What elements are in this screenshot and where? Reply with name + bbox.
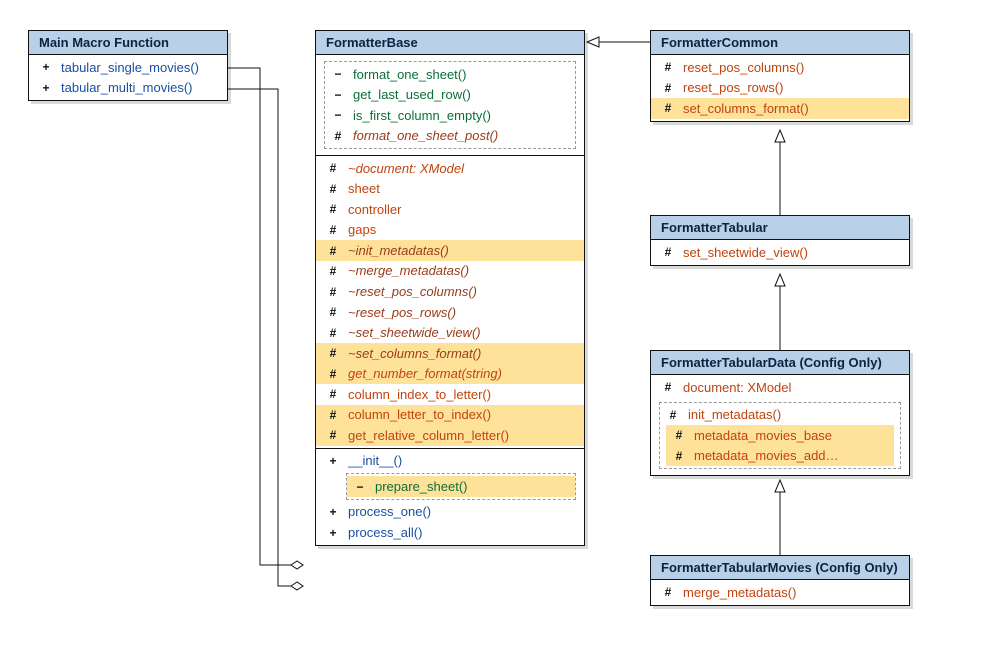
class-section: −format_one_sheet() −get_last_used_row()… <box>316 55 584 156</box>
member-row: #merge_metadatas() <box>651 582 909 603</box>
class-section: #set_sheetwide_view() <box>651 240 909 265</box>
diagram-canvas: Main Macro Function +tabular_single_movi… <box>0 0 1000 650</box>
member-row: #~reset_pos_columns() <box>316 281 584 302</box>
class-section: #merge_metadatas() <box>651 580 909 605</box>
class-title: Main Macro Function <box>29 31 227 55</box>
dashed-group: −format_one_sheet() −get_last_used_row()… <box>324 61 576 149</box>
member-row: +process_all() <box>316 522 584 543</box>
member-row: −format_one_sheet() <box>325 64 575 85</box>
member-row: +tabular_multi_movies() <box>29 78 227 99</box>
dashed-group: −prepare_sheet() <box>346 473 576 500</box>
member-row: #metadata_movies_add… <box>666 446 894 467</box>
class-section: +__init__() −prepare_sheet() +process_on… <box>316 449 584 545</box>
class-formatter-tabular: FormatterTabular #set_sheetwide_view() <box>650 215 910 266</box>
member-row: #set_sheetwide_view() <box>651 242 909 263</box>
member-row: #~set_columns_format() <box>316 343 584 364</box>
class-formatter-base: FormatterBase −format_one_sheet() −get_l… <box>315 30 585 546</box>
class-section: #~document: XModel #sheet #controller #g… <box>316 156 584 449</box>
class-title: FormatterBase <box>316 31 584 55</box>
member-row: −is_first_column_empty() <box>325 105 575 126</box>
class-formatter-tabular-data: FormatterTabularData (Config Only) #docu… <box>650 350 910 476</box>
member-row: #~reset_pos_rows() <box>316 302 584 323</box>
class-main-macro: Main Macro Function +tabular_single_movi… <box>28 30 228 101</box>
class-formatter-common: FormatterCommon #reset_pos_columns() #re… <box>650 30 910 122</box>
member-row: #get_relative_column_letter() <box>316 425 584 446</box>
member-row: #sheet <box>316 179 584 200</box>
member-row: #format_one_sheet_post() <box>325 126 575 147</box>
member-row: #column_index_to_letter() <box>316 384 584 405</box>
member-row: −get_last_used_row() <box>325 85 575 106</box>
class-title: FormatterCommon <box>651 31 909 55</box>
member-row: #reset_pos_rows() <box>651 78 909 99</box>
member-row: #set_columns_format() <box>651 98 909 119</box>
member-row: #init_metadatas() <box>660 405 900 426</box>
member-row: +tabular_single_movies() <box>29 57 227 78</box>
member-row: #~init_metadatas() <box>316 240 584 261</box>
class-title: FormatterTabularData (Config Only) <box>651 351 909 375</box>
member-row: #~document: XModel <box>316 158 584 179</box>
member-row: #~set_sheetwide_view() <box>316 323 584 344</box>
member-row: #gaps <box>316 220 584 241</box>
class-title: FormatterTabularMovies (Config Only) <box>651 556 909 580</box>
member-row: #controller <box>316 199 584 220</box>
member-row: #metadata_movies_base <box>666 425 894 446</box>
member-row: #column_letter_to_index() <box>316 405 584 426</box>
class-formatter-tabular-movies: FormatterTabularMovies (Config Only) #me… <box>650 555 910 606</box>
class-section: #document: XModel #init_metadatas() #met… <box>651 375 909 475</box>
class-title: FormatterTabular <box>651 216 909 240</box>
member-row: #get_number_format(string) <box>316 364 584 385</box>
member-row: −prepare_sheet() <box>347 476 575 497</box>
member-row: +process_one() <box>316 502 584 523</box>
dashed-group: #init_metadatas() #metadata_movies_base … <box>659 402 901 470</box>
member-row: #~merge_metadatas() <box>316 261 584 282</box>
class-section: +tabular_single_movies() +tabular_multi_… <box>29 55 227 100</box>
member-row: #reset_pos_columns() <box>651 57 909 78</box>
class-section: #reset_pos_columns() #reset_pos_rows() #… <box>651 55 909 121</box>
member-row: +__init__() <box>316 451 584 472</box>
member-row: #document: XModel <box>651 377 909 398</box>
